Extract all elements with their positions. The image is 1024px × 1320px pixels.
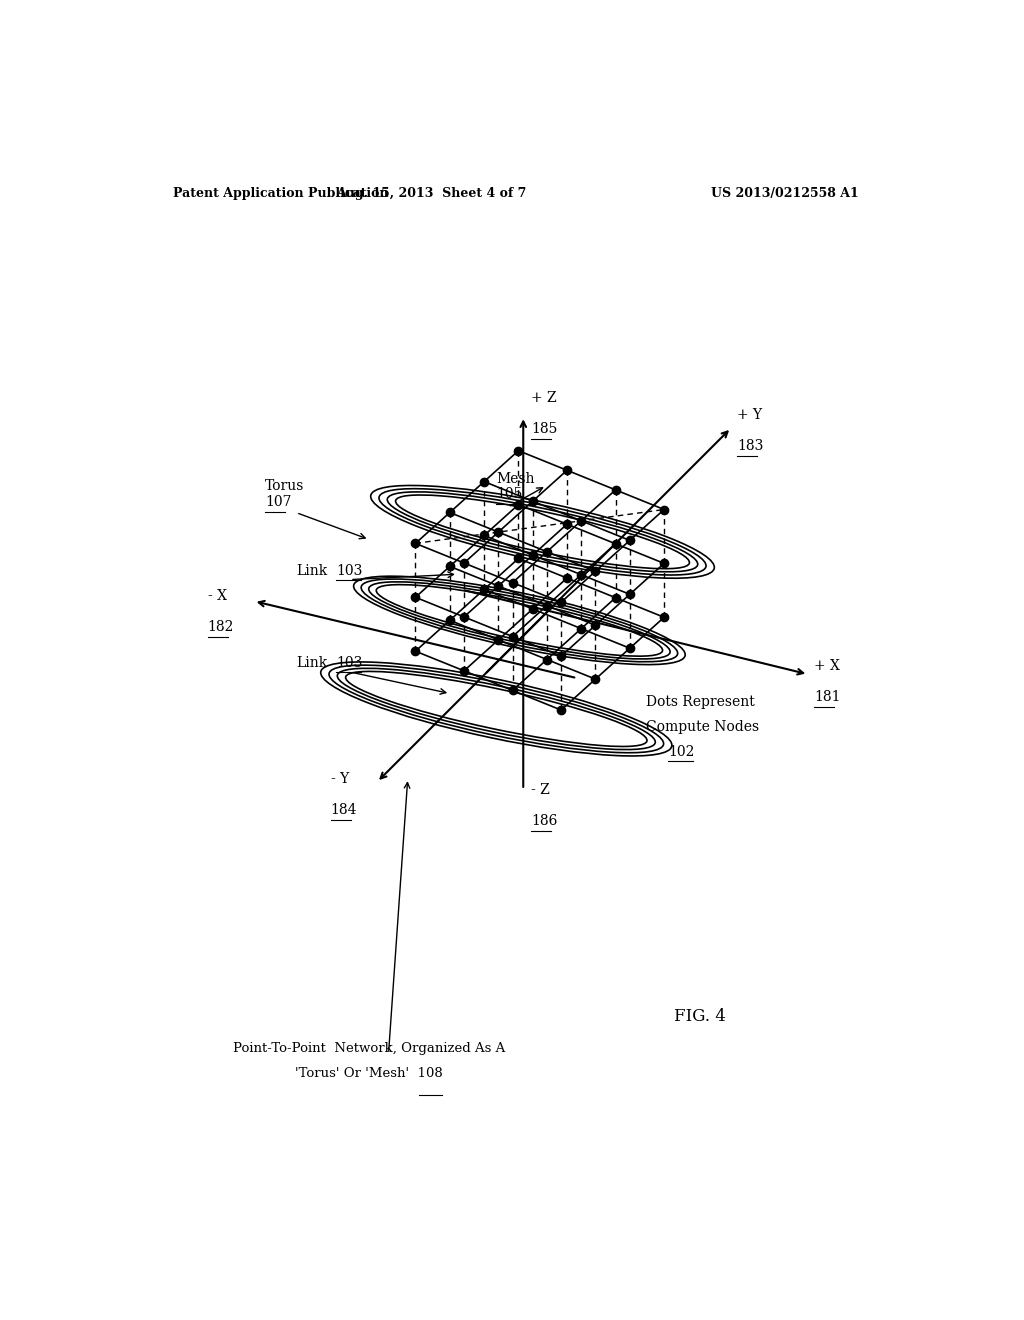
Text: - Z: - Z bbox=[531, 784, 550, 797]
Text: US 2013/0212558 A1: US 2013/0212558 A1 bbox=[712, 186, 859, 199]
Text: Mesh: Mesh bbox=[497, 471, 535, 486]
Text: 107: 107 bbox=[265, 495, 292, 510]
Text: Compute Nodes: Compute Nodes bbox=[646, 719, 760, 734]
Text: Dots Represent: Dots Represent bbox=[646, 694, 756, 709]
Text: 102: 102 bbox=[668, 744, 694, 759]
Text: + Z: + Z bbox=[531, 391, 557, 405]
Text: 103: 103 bbox=[336, 656, 362, 671]
Text: Link: Link bbox=[296, 656, 328, 671]
Text: - Y: - Y bbox=[331, 772, 349, 785]
Text: Link: Link bbox=[296, 564, 328, 578]
Text: FIG. 4: FIG. 4 bbox=[675, 1008, 726, 1026]
Text: 184: 184 bbox=[331, 803, 357, 817]
Text: 185: 185 bbox=[531, 422, 557, 436]
Text: 105: 105 bbox=[497, 487, 522, 502]
Text: Patent Application Publication: Patent Application Publication bbox=[173, 186, 388, 199]
Text: 181: 181 bbox=[814, 689, 841, 704]
Text: 183: 183 bbox=[737, 438, 764, 453]
Text: - X: - X bbox=[208, 590, 226, 603]
Text: Torus: Torus bbox=[265, 479, 305, 494]
Text: Aug. 15, 2013  Sheet 4 of 7: Aug. 15, 2013 Sheet 4 of 7 bbox=[336, 186, 526, 199]
Text: 'Torus' Or 'Mesh'  108: 'Torus' Or 'Mesh' 108 bbox=[295, 1067, 443, 1080]
Text: 186: 186 bbox=[531, 814, 557, 829]
Text: + X: + X bbox=[814, 659, 841, 673]
Text: 182: 182 bbox=[208, 620, 233, 635]
Text: Point-To-Point  Network, Organized As A: Point-To-Point Network, Organized As A bbox=[233, 1043, 506, 1056]
Text: + Y: + Y bbox=[737, 408, 763, 422]
Text: 103: 103 bbox=[336, 564, 362, 578]
